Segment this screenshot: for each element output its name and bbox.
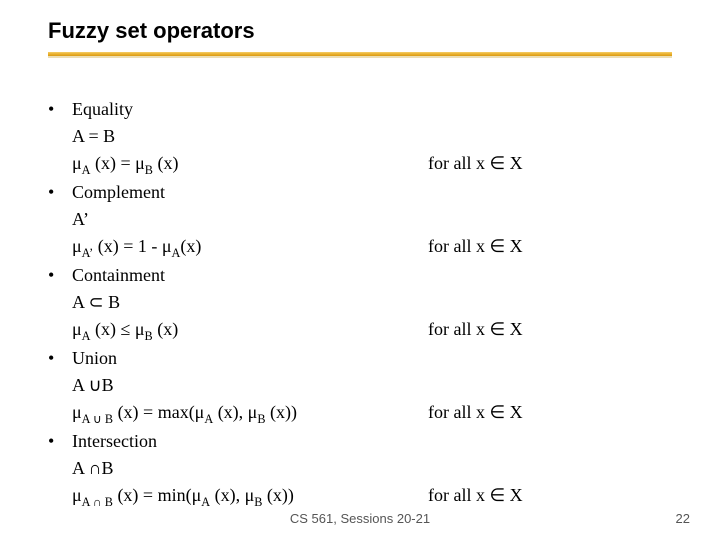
- title-underline: [48, 52, 672, 56]
- bullet-icon: •: [48, 428, 72, 455]
- footer-text: CS 561, Sessions 20-21: [0, 511, 720, 526]
- bullet-icon: •: [48, 345, 72, 372]
- bullet-icon: •: [48, 96, 72, 123]
- op-formula: μA’ (x) = 1 - μA(x): [72, 233, 428, 262]
- forall-text: for all x ∈ X: [428, 399, 672, 426]
- bullet-row: μA ∪ B (x) = max(μA (x), μB (x)) for all…: [48, 399, 672, 428]
- forall-text: for all x ∈ X: [428, 316, 672, 343]
- op-formula: μA (x) ≤ μB (x): [72, 316, 428, 345]
- bullet-icon: •: [48, 179, 72, 206]
- bullet-row: μA’ (x) = 1 - μA(x) for all x ∈ X: [48, 233, 672, 262]
- bullet-icon: •: [48, 262, 72, 289]
- op-formula: μA (x) = μB (x): [72, 150, 428, 179]
- bullet-row: A’: [48, 206, 672, 233]
- op-name: Equality: [72, 96, 428, 123]
- bullet-row: • Union: [48, 345, 672, 372]
- bullet-row: • Equality: [48, 96, 672, 123]
- bullet-row: A ∪B: [48, 372, 672, 399]
- op-formula: μA ∩ B (x) = min(μA (x), μB (x)): [72, 482, 428, 511]
- bullet-row: • Intersection: [48, 428, 672, 455]
- forall-text: for all x ∈ X: [428, 150, 672, 177]
- page-number: 22: [676, 511, 690, 526]
- title-underline-wrap: [48, 52, 672, 68]
- op-line2: A = B: [72, 123, 428, 150]
- op-name: Intersection: [72, 428, 428, 455]
- op-name: Union: [72, 345, 428, 372]
- op-formula: μA ∪ B (x) = max(μA (x), μB (x)): [72, 399, 428, 428]
- op-line2: A ⊂ B: [72, 289, 428, 316]
- slide: Fuzzy set operators • Equality A = B μA …: [0, 0, 720, 511]
- bullet-row: μA (x) ≤ μB (x) for all x ∈ X: [48, 316, 672, 345]
- content-area: • Equality A = B μA (x) = μB (x) for all…: [48, 96, 672, 511]
- bullet-row: A ⊂ B: [48, 289, 672, 316]
- bullet-row: • Complement: [48, 179, 672, 206]
- forall-text: for all x ∈ X: [428, 482, 672, 509]
- op-line2: A ∩B: [72, 455, 428, 482]
- op-line2: A ∪B: [72, 372, 428, 399]
- op-name: Complement: [72, 179, 428, 206]
- op-line2: A’: [72, 206, 428, 233]
- bullet-row: μA ∩ B (x) = min(μA (x), μB (x)) for all…: [48, 482, 672, 511]
- bullet-row: A ∩B: [48, 455, 672, 482]
- bullet-row: A = B: [48, 123, 672, 150]
- forall-text: for all x ∈ X: [428, 233, 672, 260]
- op-name: Containment: [72, 262, 428, 289]
- bullet-row: μA (x) = μB (x) for all x ∈ X: [48, 150, 672, 179]
- bullet-row: • Containment: [48, 262, 672, 289]
- slide-title: Fuzzy set operators: [48, 18, 672, 44]
